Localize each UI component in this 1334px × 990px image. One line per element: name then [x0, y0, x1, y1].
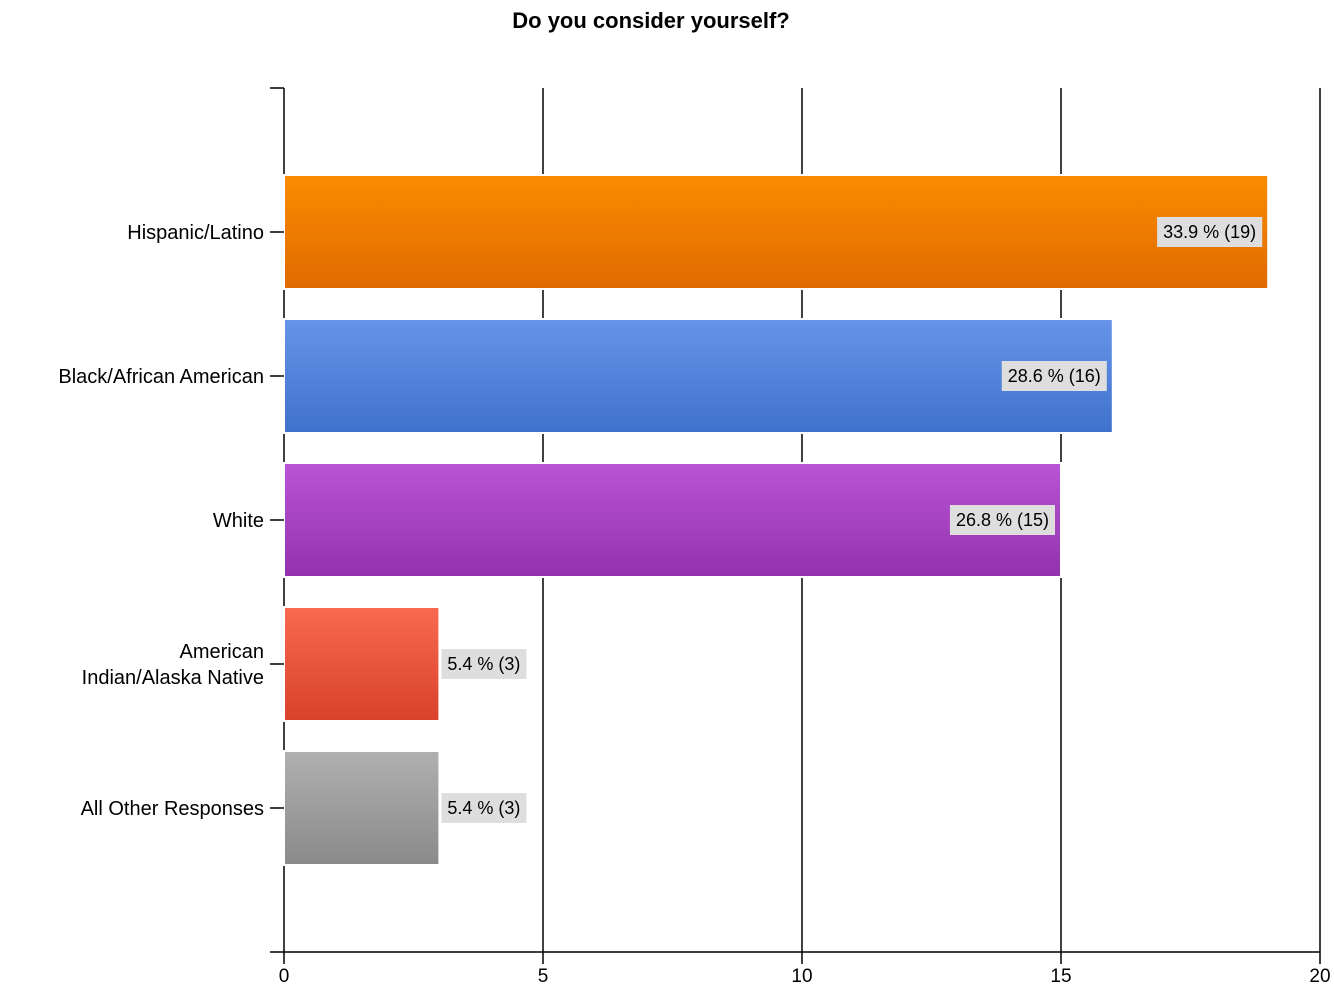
bar — [284, 607, 439, 721]
data-label: 26.8 % (15) — [956, 510, 1049, 530]
bar — [284, 175, 1268, 289]
y-tick-label: American — [180, 641, 264, 663]
data-label: 5.4 % (3) — [447, 798, 520, 818]
y-tick-label: Indian/Alaska Native — [82, 667, 264, 689]
y-tick-label: Black/African American — [58, 366, 264, 388]
data-label: 33.9 % (19) — [1163, 222, 1256, 242]
y-tick-label: Hispanic/Latino — [127, 222, 264, 244]
x-tick-label: 0 — [279, 966, 290, 987]
bar — [284, 319, 1113, 433]
x-tick-label: 5 — [538, 966, 549, 987]
x-tick-label: 15 — [1050, 966, 1071, 987]
data-label: 5.4 % (3) — [447, 654, 520, 674]
bar — [284, 463, 1061, 577]
y-tick-label: White — [213, 510, 264, 532]
x-tick-label: 20 — [1309, 966, 1330, 987]
bar — [284, 751, 439, 865]
y-tick-label: All Other Responses — [81, 798, 264, 820]
data-label: 28.6 % (16) — [1008, 366, 1101, 386]
x-tick-label: 10 — [791, 966, 812, 987]
